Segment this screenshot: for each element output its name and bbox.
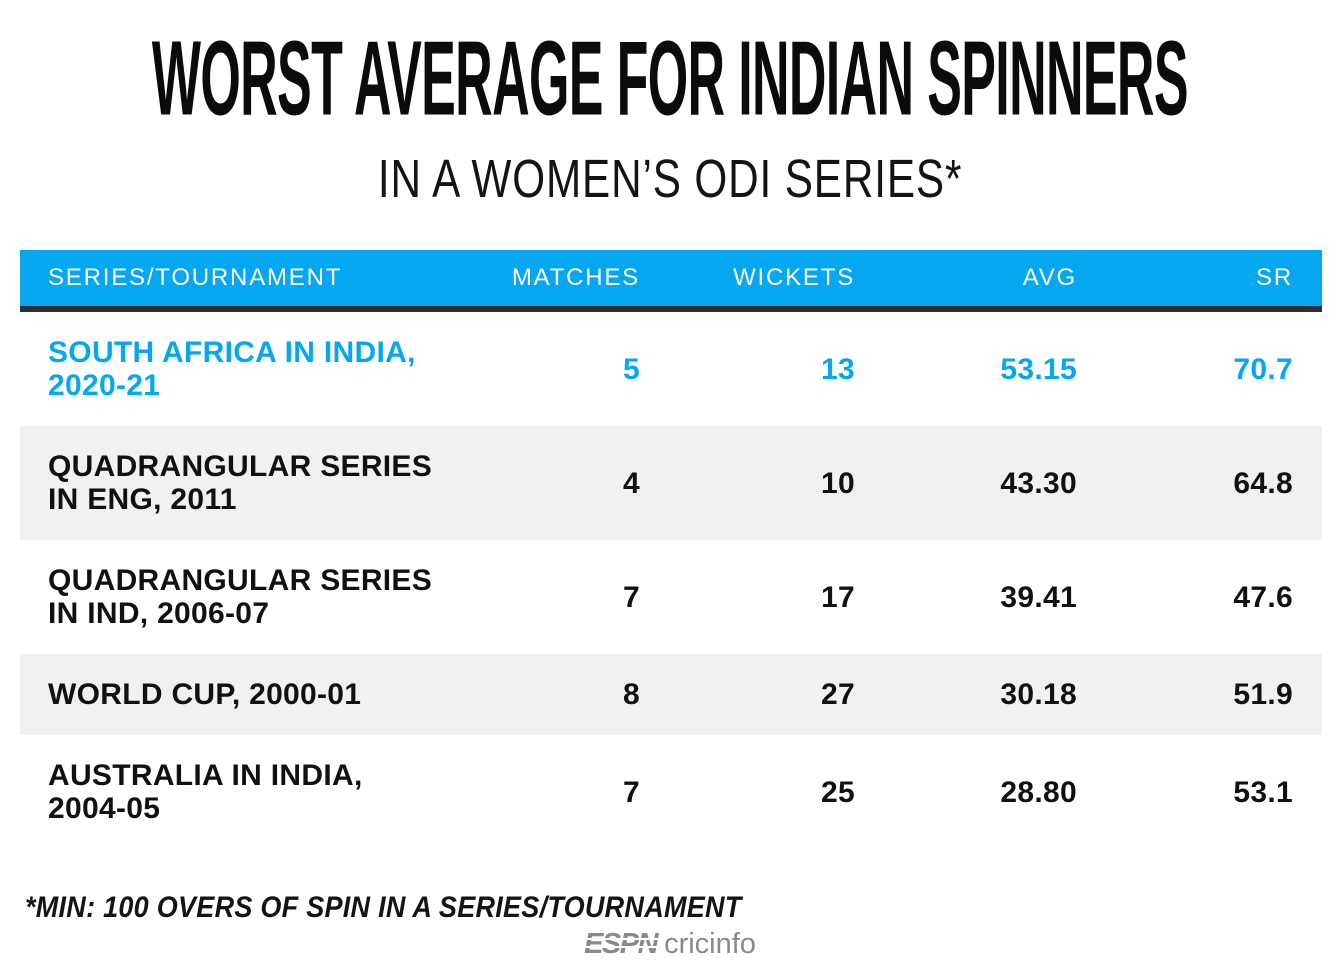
subtitle-block: IN A WOMEN’S ODI SERIES* [0, 150, 1340, 210]
column-header-sr: SR [1256, 264, 1293, 291]
series-cell: QUADRANGULAR SERIES IN IND, 2006-07 [48, 564, 433, 630]
avg-cell: 43.30 [1000, 466, 1077, 500]
avg-cell: 30.18 [1000, 678, 1077, 711]
column-header-avg: AVG [1022, 264, 1077, 291]
matches-cell: 5 [623, 352, 640, 386]
wickets-cell: 27 [821, 678, 855, 711]
cricinfo-logo: cricinfo [664, 928, 756, 960]
wickets-cell: 17 [821, 580, 855, 614]
matches-cell: 7 [623, 775, 640, 809]
sr-cell: 64.8 [1233, 466, 1293, 500]
wickets-cell: 25 [821, 775, 855, 809]
wickets-cell: 13 [821, 352, 855, 386]
page-subtitle: IN A WOMEN’S ODI SERIES* [377, 149, 963, 210]
page-title: WORST AVERAGE FOR INDIAN SPINNERS [152, 19, 1189, 138]
avg-cell: 39.41 [1000, 580, 1077, 614]
avg-cell: 53.15 [1000, 352, 1077, 386]
matches-cell: 7 [623, 580, 640, 614]
matches-cell: 8 [623, 678, 640, 711]
series-cell: WORLD CUP, 2000-01 [48, 678, 362, 711]
table-row: QUADRANGULAR SERIES IN IND, 2006-07 7 17… [20, 540, 1322, 654]
wickets-cell: 10 [821, 466, 855, 500]
espn-logo: ESPN [584, 930, 664, 959]
sr-cell: 47.6 [1233, 580, 1293, 614]
stats-table: SERIES/TOURNAMENT MATCHES WICKETS AVG SR… [20, 250, 1322, 849]
column-header-wickets: WICKETS [733, 264, 855, 291]
series-cell: AUSTRALIA IN INDIA, 2004-05 [48, 759, 363, 825]
column-header-matches: MATCHES [511, 264, 640, 291]
table-row: SOUTH AFRICA IN INDIA, 2020-21 5 13 53.1… [20, 312, 1322, 426]
sr-cell: 51.9 [1233, 678, 1293, 711]
column-header-series: SERIES/TOURNAMENT [48, 264, 343, 291]
footnote-block: *MIN: 100 OVERS OF SPIN IN A SERIES/TOUR… [25, 893, 821, 923]
table-row: WORLD CUP, 2000-01 8 27 30.18 51.9 [20, 654, 1322, 735]
footnote: *MIN: 100 OVERS OF SPIN IN A SERIES/TOUR… [25, 891, 742, 924]
table-row: AUSTRALIA IN INDIA, 2004-05 7 25 28.80 5… [20, 735, 1322, 849]
sr-cell: 53.1 [1233, 775, 1293, 809]
table-header-row: SERIES/TOURNAMENT MATCHES WICKETS AVG SR [20, 250, 1322, 312]
series-cell: QUADRANGULAR SERIES IN ENG, 2011 [48, 450, 433, 516]
matches-cell: 4 [623, 466, 640, 500]
avg-cell: 28.80 [1000, 775, 1077, 809]
sr-cell: 70.7 [1233, 352, 1293, 386]
espncricinfo-logo: ESPN cricinfo [0, 930, 1340, 959]
series-cell: SOUTH AFRICA IN INDIA, 2020-21 [48, 336, 416, 402]
title-block: WORST AVERAGE FOR INDIAN SPINNERS [0, 24, 1340, 134]
table-row: QUADRANGULAR SERIES IN ENG, 2011 4 10 43… [20, 426, 1322, 540]
